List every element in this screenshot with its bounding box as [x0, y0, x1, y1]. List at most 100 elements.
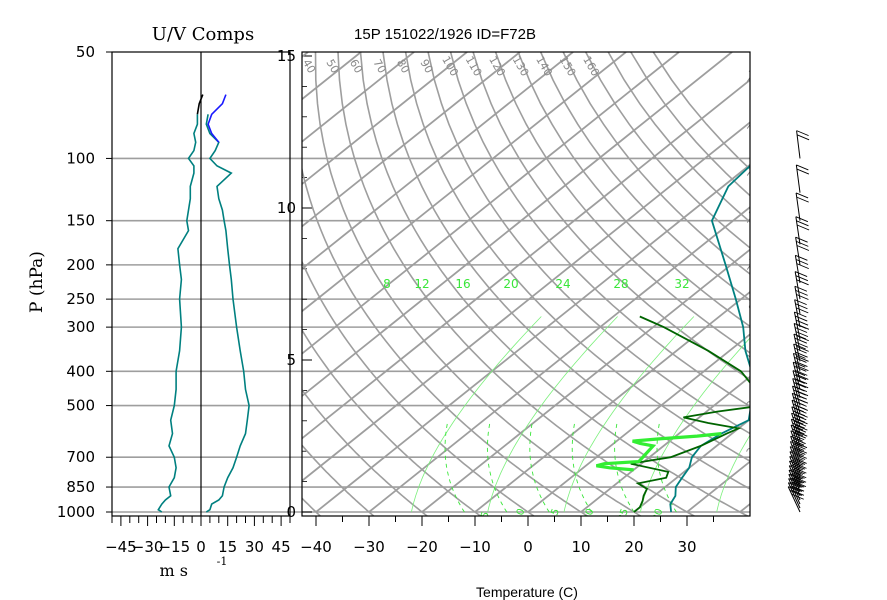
- mixing-ratio-line: [563, 316, 695, 513]
- isotherm: [580, 375, 750, 513]
- wind-barb: [794, 254, 809, 284]
- barb-flag: [794, 347, 807, 354]
- barb-flag: [792, 370, 806, 376]
- barb-flag: [796, 355, 809, 362]
- x-tick-label: 45: [272, 538, 291, 556]
- mixing-ratio-line: [793, 317, 887, 513]
- mixing-ratio-line: [487, 316, 618, 513]
- barb-flag: [795, 351, 808, 358]
- temperature-line: [669, 164, 750, 513]
- wind-barb: [793, 333, 809, 362]
- skewt-x-tick-label: −30: [353, 538, 385, 556]
- dry-adiabat: [382, 52, 750, 490]
- dry-adiabat-label: 120: [486, 54, 508, 79]
- sounding-profiles: [595, 116, 869, 513]
- wind-barb: [795, 236, 810, 265]
- moist-adiabat-line: [529, 422, 550, 513]
- moist-adiabat-label: 20: [582, 507, 597, 523]
- isotherm: [793, 52, 887, 512]
- y-tick-label: 100: [66, 149, 95, 167]
- isotherm: [474, 290, 750, 513]
- barb-flag: [795, 254, 808, 261]
- temperature-upper-line: [778, 116, 869, 150]
- wind-u-upper-line: [196, 94, 204, 115]
- x-tick-label: −30: [132, 538, 164, 556]
- y-tick-label: 250: [66, 290, 95, 308]
- moist-adiabat-label: 5: [479, 510, 492, 520]
- isotherm: [302, 52, 680, 355]
- x-axis-label-left: m s: [160, 561, 188, 580]
- y-axis-label: P (hPa): [27, 251, 47, 313]
- barb-flag: [795, 319, 809, 326]
- barb-flag: [793, 361, 806, 368]
- y-tick-label: 50: [76, 43, 95, 61]
- barb-flag: [796, 345, 809, 352]
- wind-u-line: [157, 114, 199, 513]
- barb-flag: [795, 259, 809, 265]
- dry-adiabat-label: 100: [439, 54, 461, 79]
- skewt-x-tick-label: 0: [523, 538, 533, 556]
- isotherm: [302, 52, 415, 143]
- dry-adiabat: [427, 52, 750, 435]
- dry-adiabat: [517, 52, 750, 328]
- barb-flag: [795, 315, 808, 322]
- dry-adiabat: [314, 52, 643, 516]
- dry-adiabat: [359, 52, 750, 516]
- barb-flag: [794, 311, 807, 318]
- barb-flag: [794, 337, 808, 344]
- mixing-ratio-label: 16: [455, 277, 470, 291]
- wind-barb: [795, 164, 810, 193]
- barb-flag: [796, 164, 809, 171]
- panel-frames: [111, 51, 751, 517]
- skewt-x-tick-label: 30: [677, 538, 696, 556]
- barb-flag: [794, 285, 808, 292]
- dry-adiabat: [539, 52, 750, 302]
- skewt-panel-frame: [301, 51, 751, 517]
- barb-flag: [796, 294, 809, 300]
- wind-v-upper-line: [207, 94, 227, 143]
- barb-flag: [796, 168, 810, 175]
- y-tick-label: 200: [66, 256, 95, 274]
- height-tick-label: 5: [286, 351, 296, 369]
- barb-flag: [795, 192, 809, 199]
- y-tick-label: 400: [66, 362, 95, 380]
- dry-adiabat: [630, 52, 750, 197]
- wind-barb: [794, 271, 809, 300]
- isotherm: [421, 248, 750, 513]
- isotherm-label: −20: [741, 201, 765, 227]
- barb-flag: [796, 240, 809, 247]
- mixing-ratio-line: [411, 316, 542, 513]
- dry-adiabat-label: 90: [417, 57, 435, 76]
- dewpoint-line: [630, 315, 750, 513]
- y-tick-label: 1000: [57, 503, 95, 521]
- isotherm: [302, 52, 733, 398]
- wind-barb: [793, 311, 810, 340]
- dry-adiabat-label: 140: [533, 54, 555, 79]
- mixing-ratio-label: 20: [503, 277, 518, 291]
- barb-flag: [795, 361, 808, 367]
- wind-barbs: [787, 130, 810, 513]
- barb-flag: [794, 299, 807, 306]
- mixing-ratio-label: 32: [674, 277, 689, 291]
- barb-flag: [796, 307, 809, 314]
- dry-adiabat-label: 40: [300, 57, 318, 76]
- x-tick-label: −15: [158, 538, 190, 556]
- barb-flag: [795, 236, 808, 243]
- mixing-ratio-label: 8: [383, 277, 391, 291]
- skewt-x-tick-label: −40: [300, 538, 332, 556]
- isotherm: [527, 333, 750, 513]
- dry-adiabat-label: 130: [510, 54, 532, 79]
- barb-flag: [796, 263, 809, 270]
- y-tick-label: 500: [66, 397, 95, 415]
- isotherm-label: 30: [744, 440, 763, 459]
- height-tick-label: 0: [286, 503, 296, 521]
- isotherm-label: 20: [744, 393, 763, 412]
- barb-flag: [794, 271, 808, 277]
- mixing-ratio-line: [869, 317, 887, 513]
- moist-adiabat-label: 10: [513, 507, 528, 523]
- skewt-background-lines: [302, 52, 887, 516]
- isotherm: [686, 460, 750, 513]
- wind-barb: [795, 192, 809, 221]
- dry-adiabat: [337, 52, 696, 516]
